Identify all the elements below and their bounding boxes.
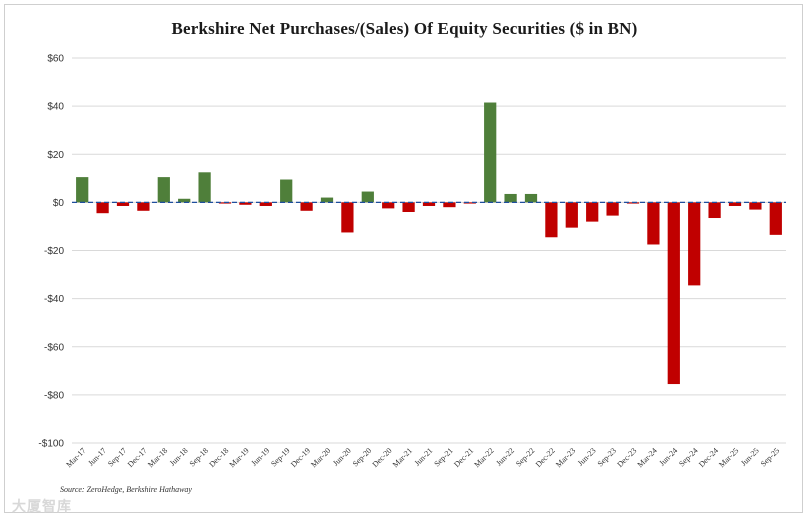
bar-jun-17 [96, 202, 109, 214]
x-tick-label: Dec-21 [452, 446, 475, 469]
y-tick-label: -$40 [44, 294, 64, 305]
x-tick-label: Dec-20 [371, 446, 394, 469]
x-tick-label: Jun-20 [331, 446, 353, 468]
x-tick-label: Jun-21 [413, 446, 435, 468]
x-tick-label: Jun-22 [494, 446, 516, 468]
bar-dec-20 [382, 202, 395, 209]
y-tick-label: -$80 [44, 390, 64, 401]
x-tick-label: Mar-24 [636, 446, 659, 469]
bar-jun-24 [667, 202, 680, 385]
bar-dec-19 [300, 202, 313, 211]
y-tick-label: $0 [53, 198, 65, 209]
bar-sep-23 [606, 202, 619, 216]
bar-sep-18 [198, 172, 211, 203]
x-tick-label: Jun-23 [576, 446, 598, 468]
x-tick-label: Dec-17 [126, 446, 149, 469]
x-tick-label: Mar-17 [64, 446, 87, 469]
bar-jun-20 [341, 202, 354, 233]
bar-dec-17 [137, 202, 150, 211]
x-tick-label: Sep-17 [106, 446, 128, 468]
x-tick-label: Jun-17 [86, 446, 108, 468]
y-tick-label: -$60 [44, 342, 64, 353]
bar-sep-20 [361, 191, 374, 203]
x-tick-label: Dec-19 [289, 446, 312, 469]
x-tick-label: Jun-25 [739, 446, 761, 468]
bar-dec-21 [463, 202, 476, 204]
bar-jun-25 [749, 202, 762, 210]
x-tick-label: Mar-23 [554, 446, 577, 469]
x-tick-label: Mar-20 [309, 446, 332, 469]
x-tick-label: Mar-25 [717, 446, 740, 469]
x-tick-label: Mar-22 [472, 446, 495, 469]
x-tick-label: Jun-24 [657, 446, 679, 468]
x-tick-label: Sep-23 [596, 446, 618, 468]
x-tick-label: Sep-21 [432, 446, 454, 468]
bar-sep-21 [443, 202, 456, 208]
y-tick-label: -$20 [44, 246, 64, 257]
bar-dec-22 [545, 202, 558, 238]
y-tick-label: $20 [47, 150, 64, 161]
x-tick-label: Dec-24 [697, 446, 720, 469]
bar-mar-21 [402, 202, 415, 212]
chart-title: Berkshire Net Purchases/(Sales) Of Equit… [171, 19, 638, 38]
bar-sep-17 [116, 202, 130, 206]
bar-mar-23 [565, 202, 578, 228]
x-tick-label: Sep-25 [759, 446, 781, 468]
bar-jun-18 [178, 198, 191, 203]
x-tick-label: Jun-18 [168, 446, 190, 468]
x-tick-label: Mar-18 [146, 446, 169, 469]
bar-sep-19 [280, 179, 293, 203]
x-tick-label: Mar-21 [391, 446, 414, 469]
source-note: Source: ZeroHedge, Berkshire Hathaway [60, 485, 192, 494]
x-tick-label: Jun-19 [249, 446, 271, 468]
bar-jun-23 [586, 202, 599, 222]
bar-mar-17 [76, 177, 89, 203]
x-tick-label: Sep-20 [351, 446, 373, 468]
bar-sep-25 [769, 202, 782, 235]
bar-mar-20 [320, 197, 334, 203]
bar-sep-22 [524, 193, 538, 203]
x-tick-label: Dec-18 [207, 446, 230, 469]
watermark-text: 大厦智库 [12, 499, 72, 515]
y-tick-label: $60 [47, 54, 64, 65]
x-tick-label: Dec-23 [615, 446, 638, 469]
bar-jun-21 [422, 202, 436, 206]
bar-mar-22 [484, 102, 497, 203]
x-tick-label: Dec-22 [534, 446, 557, 469]
bar-jun-22 [504, 193, 517, 203]
y-tick-label: $40 [47, 102, 64, 113]
x-tick-label: Sep-19 [269, 446, 291, 468]
bar-mar-24 [647, 202, 660, 245]
x-tick-label: Sep-24 [677, 446, 699, 468]
y-tick-label: -$100 [38, 439, 64, 450]
bar-mar-25 [728, 202, 742, 206]
bar-dec-24 [708, 202, 721, 219]
bar-jun-19 [259, 202, 272, 206]
bar-mar-18 [157, 177, 170, 203]
x-tick-label: Sep-22 [514, 446, 536, 468]
bar-sep-24 [688, 202, 701, 286]
bar-mar-19 [239, 202, 252, 205]
x-tick-label: Sep-18 [188, 446, 210, 468]
x-tick-label: Mar-19 [228, 446, 251, 469]
